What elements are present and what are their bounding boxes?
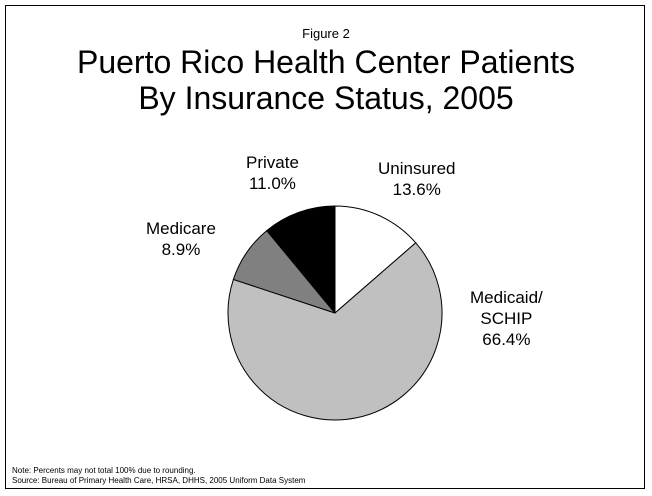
figure-label: Figure 2 xyxy=(302,26,350,41)
slice-label-uninsured: Uninsured 13.6% xyxy=(378,158,456,200)
slice-label-medicare: Medicare 8.9% xyxy=(146,218,216,260)
slice-value-medicare: 8.9% xyxy=(161,240,201,259)
chart-title: Puerto Rico Health Center Patients By In… xyxy=(0,44,652,116)
pie-slice-medicaid-schip xyxy=(227,242,443,421)
slice-name-private: Private xyxy=(246,153,299,172)
slice-name-uninsured: Uninsured xyxy=(378,159,456,178)
chart-frame xyxy=(5,5,645,489)
slice-value-private: 11.0% xyxy=(248,174,296,193)
footnote-source: Source: Bureau of Primary Health Care, H… xyxy=(12,476,306,485)
footnote: Note: Percents may not total 100% due to… xyxy=(12,466,305,486)
pie-slice-private xyxy=(266,205,336,314)
slice-value-uninsured: 13.6% xyxy=(392,180,441,199)
slice-label-medicaid-schip: Medicaid/ SCHIP 66.4% xyxy=(470,287,543,350)
slice-value-medicaid: 66.4% xyxy=(482,330,531,349)
slice-name-medicaid-line-1: Medicaid/ xyxy=(470,288,543,307)
slice-label-private: Private 11.0% xyxy=(246,152,299,194)
chart-title-line-2: By Insurance Status, 2005 xyxy=(138,80,514,116)
chart-title-line-1: Puerto Rico Health Center Patients xyxy=(76,44,576,80)
footnote-note: Note: Percents may not total 100% due to… xyxy=(12,466,196,475)
slice-name-medicaid-line-2: SCHIP xyxy=(480,309,533,328)
pie-slice-uninsured xyxy=(334,205,417,314)
slice-name-medicare: Medicare xyxy=(146,219,216,238)
